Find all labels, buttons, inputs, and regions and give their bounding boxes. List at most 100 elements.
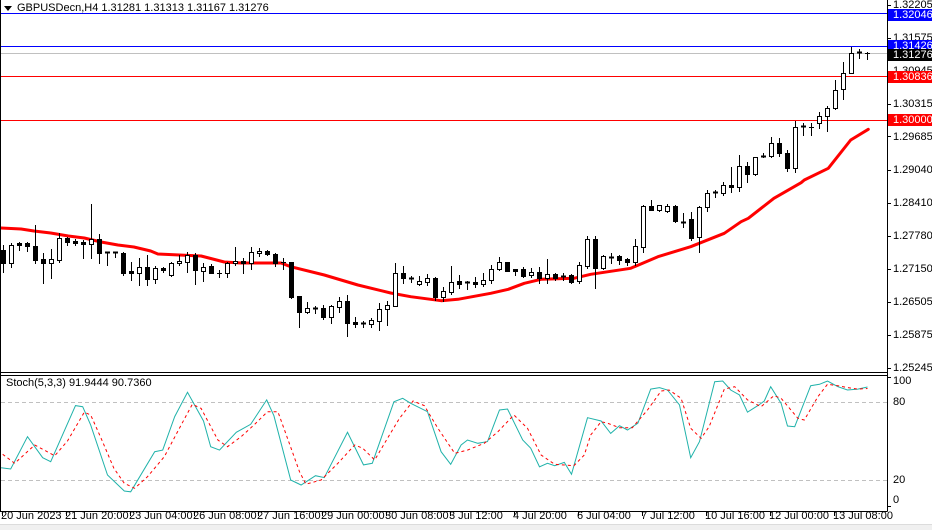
price-tick: 1.27150 xyxy=(893,263,932,275)
time-tick: 13 Jul 08:00 xyxy=(833,510,893,522)
candle xyxy=(281,258,286,270)
candle xyxy=(769,137,774,158)
candle xyxy=(497,257,502,271)
candle xyxy=(505,262,510,272)
chart-title: GBPUSDecn,H4 1.31281 1.31313 1.31167 1.3… xyxy=(17,2,269,14)
candle xyxy=(841,62,846,100)
candle xyxy=(169,262,174,277)
candle xyxy=(753,157,758,176)
level-label-resistance[interactable]: 1.32046 xyxy=(888,9,932,21)
candle xyxy=(409,276,414,283)
candle xyxy=(681,213,686,228)
candle xyxy=(609,253,614,264)
candle xyxy=(249,247,254,270)
candle xyxy=(777,138,782,157)
candle xyxy=(561,273,566,281)
stochastic-indicator-label[interactable]: Stoch(5,3,3) 91.9444 90.7360 xyxy=(6,377,152,389)
bottom-scrollbar-strip[interactable] xyxy=(0,524,932,530)
candle xyxy=(161,267,166,273)
time-tick: 26 Jun 08:00 xyxy=(193,510,257,522)
candle xyxy=(321,305,326,320)
time-tick: 20 Jun 2023 xyxy=(1,510,62,522)
time-tick: 4 Jul 20:00 xyxy=(513,510,567,522)
candle xyxy=(817,112,822,129)
candle xyxy=(401,266,406,284)
price-tick: 1.26505 xyxy=(893,296,932,308)
candle xyxy=(185,252,190,273)
candle xyxy=(617,255,622,265)
price-tick: 1.27780 xyxy=(893,230,932,242)
candle xyxy=(601,255,606,270)
chart-frame xyxy=(0,0,891,516)
candle xyxy=(89,204,94,259)
candle xyxy=(353,317,358,328)
time-tick: 30 Jun 08:00 xyxy=(385,510,449,522)
level-label-support[interactable]: 1.30836 xyxy=(888,71,932,83)
current-price-label: 1.31276 xyxy=(888,49,932,61)
candle xyxy=(209,264,214,274)
moving-average-line xyxy=(1,127,870,303)
candle xyxy=(649,200,654,211)
candle xyxy=(833,80,838,110)
candle xyxy=(673,205,678,223)
candle xyxy=(201,263,206,282)
candle xyxy=(73,239,78,246)
candle xyxy=(513,269,518,276)
horizontal-level-lines[interactable] xyxy=(0,13,887,121)
candle xyxy=(225,262,230,278)
price-tick: 1.29685 xyxy=(893,131,932,143)
time-tick: 21 Jun 20:00 xyxy=(65,510,129,522)
candle xyxy=(97,234,102,264)
candle xyxy=(825,106,830,132)
time-tick: 29 Jun 00:00 xyxy=(321,510,385,522)
stochastic-panel-plot xyxy=(1,380,887,493)
candle xyxy=(369,318,374,328)
candle xyxy=(41,253,46,284)
stoch-signal-line xyxy=(2,383,868,489)
candle xyxy=(257,248,262,257)
stoch-level-tick: 80 xyxy=(893,396,906,408)
candle xyxy=(193,253,198,285)
time-tick: 7 Jul 12:00 xyxy=(641,510,695,522)
level-label-support[interactable]: 1.30000 xyxy=(888,114,932,126)
candle xyxy=(545,259,550,284)
dropdown-triangle-icon[interactable] xyxy=(4,6,12,11)
candle xyxy=(113,251,118,258)
candle xyxy=(217,270,222,278)
candle xyxy=(337,297,342,313)
candle xyxy=(49,249,54,279)
time-tick: 27 Jun 16:00 xyxy=(257,510,321,522)
candle xyxy=(273,253,278,267)
candle xyxy=(793,121,798,173)
candle xyxy=(481,273,486,287)
candle xyxy=(553,273,558,281)
price-tick: 1.30315 xyxy=(893,98,932,110)
candle xyxy=(801,123,806,136)
candle xyxy=(153,266,158,284)
candle xyxy=(473,277,478,288)
candle xyxy=(425,274,430,286)
candle xyxy=(121,252,126,276)
candle xyxy=(457,275,462,289)
candle xyxy=(809,123,814,136)
candle xyxy=(633,239,638,266)
stoch-level-tick: 100 xyxy=(893,375,912,387)
time-tick: 6 Jul 04:00 xyxy=(577,510,631,522)
candle xyxy=(1,245,6,273)
candle xyxy=(657,205,662,212)
candle xyxy=(361,321,366,328)
candle xyxy=(857,49,862,59)
candle xyxy=(849,47,854,74)
candle xyxy=(537,267,542,284)
candle xyxy=(737,155,742,192)
candle xyxy=(313,306,318,314)
candle xyxy=(521,267,526,278)
candle xyxy=(577,262,582,284)
candle xyxy=(305,302,310,314)
stoch-level-tick: 20 xyxy=(893,474,906,486)
candle xyxy=(585,236,590,269)
candle xyxy=(33,225,38,264)
candle xyxy=(137,258,142,286)
candle xyxy=(385,301,390,326)
